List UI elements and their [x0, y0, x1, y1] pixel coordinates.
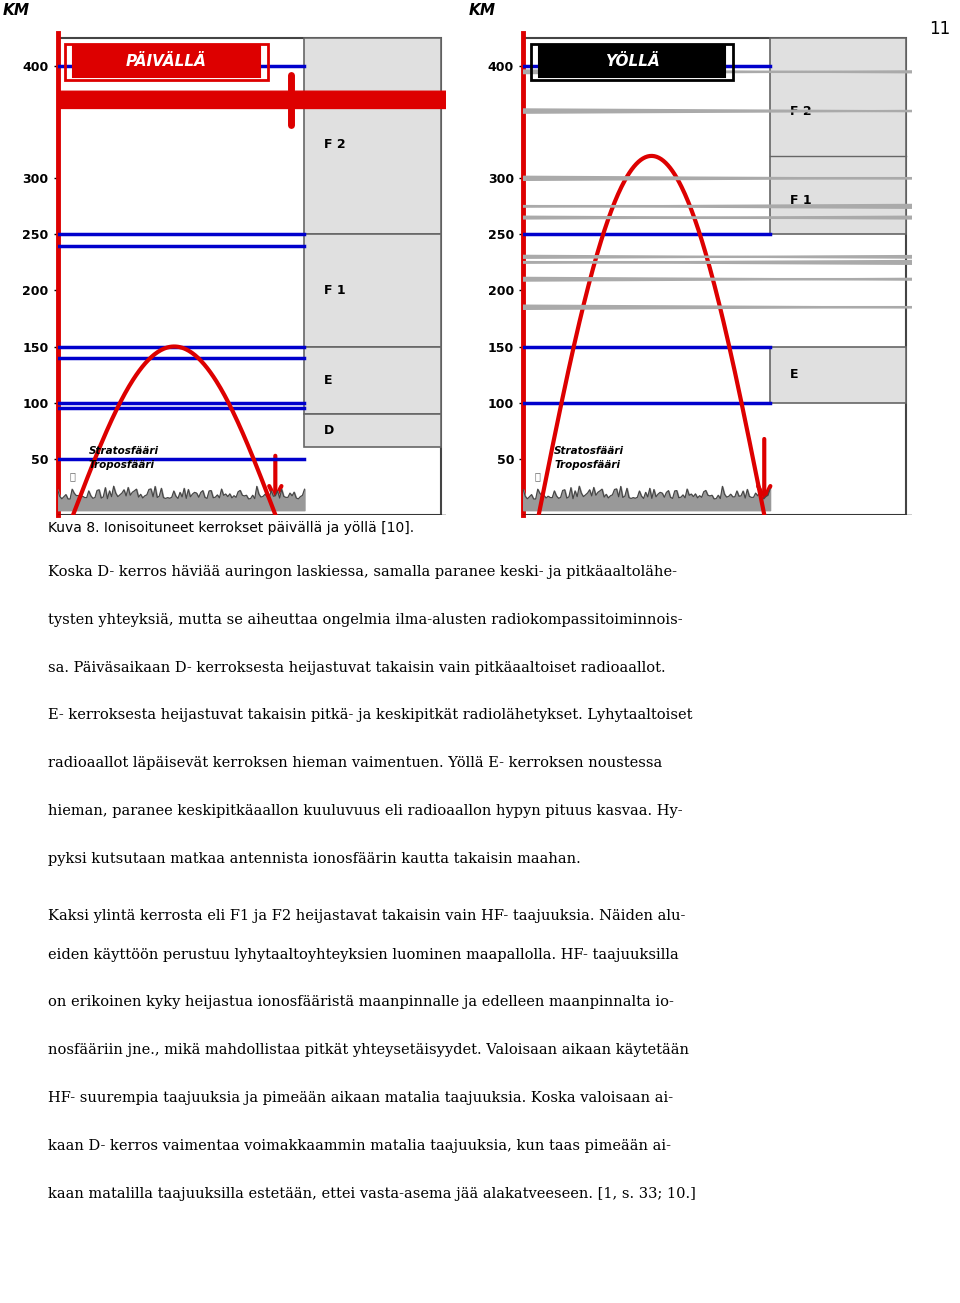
Text: E: E	[324, 374, 332, 387]
Bar	[770, 347, 906, 403]
Text: F 2: F 2	[324, 138, 346, 151]
Text: hieman, paranee keskipitkäaallon kuuluvuus eli radioaallon hypyn pituus kasvaa. : hieman, paranee keskipitkäaallon kuuluvu…	[48, 804, 683, 818]
Text: F 2: F 2	[789, 104, 811, 117]
Text: F 1: F 1	[789, 194, 811, 207]
Text: sa. Päiväsaikaan D- kerroksesta heijastuvat takaisin vain pitkäaaltoiset radioaa: sa. Päiväsaikaan D- kerroksesta heijastu…	[48, 661, 665, 675]
Text: kaan D- kerros vaimentaa voimakkaammin matalia taajuuksia, kun taas pimeään ai-: kaan D- kerros vaimentaa voimakkaammin m…	[48, 1139, 671, 1153]
Text: Koska D- kerros häviää auringon laskiessa, samalla paranee keski- ja pitkäaaltol: Koska D- kerros häviää auringon laskiess…	[48, 564, 677, 579]
Bar	[304, 347, 441, 414]
Text: tysten yhteyksiä, mutta se aiheuttaa ongelmia ilma-alusten radiokompassitoiminno: tysten yhteyksiä, mutta se aiheuttaa ong…	[48, 612, 683, 627]
Bar	[304, 235, 441, 347]
Text: PÄIVÄLLÄ: PÄIVÄLLÄ	[126, 55, 207, 69]
Text: Stratosfääri: Stratosfääri	[554, 446, 624, 456]
Text: Kaksi ylintä kerrosta eli F1 ja F2 heijastavat takaisin vain HF- taajuuksia. Näi: Kaksi ylintä kerrosta eli F1 ja F2 heija…	[48, 908, 685, 923]
Text: D: D	[324, 423, 334, 437]
Text: radioaallot läpäisevät kerroksen hieman vaimentuen. Yöllä E- kerroksen noustessa: radioaallot läpäisevät kerroksen hieman …	[48, 756, 662, 770]
Text: on erikoinen kyky heijastua ionosfääristä maanpinnalle ja edelleen maanpinnalta : on erikoinen kyky heijastua ionosfäärist…	[48, 995, 674, 1010]
Text: ⛵: ⛵	[535, 470, 540, 481]
Text: Stratosfääri: Stratosfääri	[88, 446, 158, 456]
Text: HF- suurempia taajuuksia ja pimeään aikaan matalia taajuuksia. Koska valoisaan a: HF- suurempia taajuuksia ja pimeään aika…	[48, 1091, 673, 1105]
Text: Troposfääri: Troposfääri	[554, 460, 620, 469]
Bar	[304, 414, 441, 447]
Circle shape	[0, 91, 960, 108]
Bar	[73, 46, 260, 77]
Text: Kuva 8. Ionisoituneet kerrokset päivällä ja yöllä [10].: Kuva 8. Ionisoituneet kerrokset päivällä…	[48, 521, 414, 534]
Bar	[65, 44, 268, 79]
Text: E: E	[789, 367, 798, 380]
Text: KM: KM	[3, 3, 30, 18]
Bar	[304, 38, 441, 235]
Bar	[539, 46, 726, 77]
Text: Troposfääri: Troposfääri	[88, 460, 155, 469]
Text: nosfääriin jne., mikä mahdollistaa pitkät yhteysetäisyydet. Valoisaan aikaan käy: nosfääriin jne., mikä mahdollistaa pitkä…	[48, 1044, 689, 1057]
Bar	[770, 38, 906, 235]
Text: 11: 11	[929, 21, 950, 38]
Text: KM: KM	[468, 3, 495, 18]
Text: kaan matalilla taajuuksilla estetään, ettei vasta-asema jää alakatveeseen. [1, s: kaan matalilla taajuuksilla estetään, et…	[48, 1187, 696, 1201]
Text: ⛵: ⛵	[69, 470, 75, 481]
Text: E- kerroksesta heijastuvat takaisin pitkä- ja keskipitkät radiolähetykset. Lyhyt: E- kerroksesta heijastuvat takaisin pitk…	[48, 709, 692, 722]
Text: pyksi kutsutaan matkaa antennista ionosfäärin kautta takaisin maahan.: pyksi kutsutaan matkaa antennista ionosf…	[48, 852, 581, 866]
Text: YÖLLÄ: YÖLLÄ	[605, 55, 660, 69]
Text: F 1: F 1	[324, 284, 346, 297]
Text: eiden käyttöön perustuu lyhytaaltoyhteyksien luominen maapallolla. HF- taajuuksi: eiden käyttöön perustuu lyhytaaltoyhteyk…	[48, 947, 679, 962]
Bar	[531, 44, 733, 79]
